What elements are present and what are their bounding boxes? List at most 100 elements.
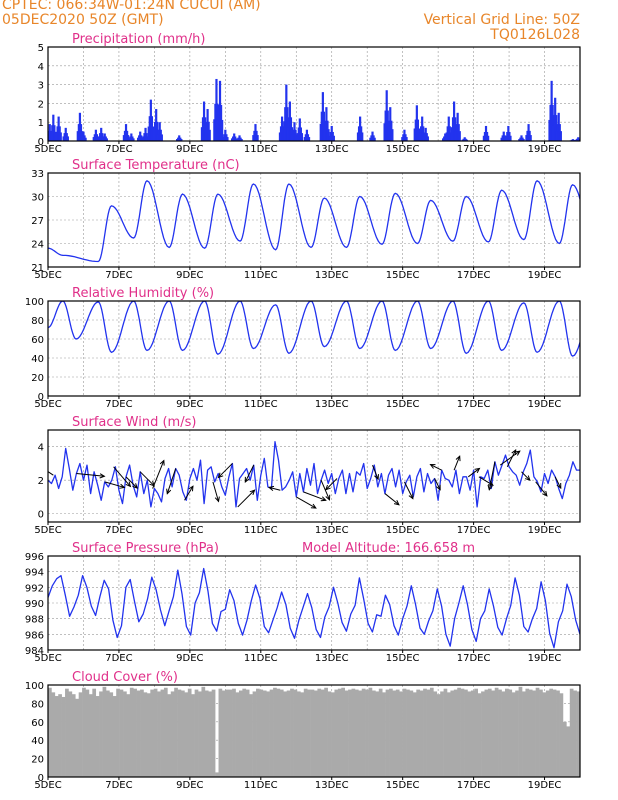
cloud-bar xyxy=(467,691,472,777)
precip-bar xyxy=(450,127,454,141)
cloud-bar xyxy=(95,696,100,777)
pressure-xtick: 5DEC xyxy=(34,653,61,664)
temp-marks xyxy=(48,179,580,263)
cloud-bar xyxy=(174,687,178,777)
cloud-bar xyxy=(470,690,475,777)
cloud-bar xyxy=(215,772,219,777)
rh-xtick: 17DEC xyxy=(457,399,491,410)
cloud-bar xyxy=(286,690,291,777)
cloud-bar xyxy=(123,691,127,777)
temp-ytick: 33 xyxy=(31,169,44,180)
pressure-xtick: 7DEC xyxy=(105,653,132,664)
precip-bar xyxy=(230,138,234,141)
precip-marks xyxy=(48,78,580,141)
cloud-bar xyxy=(296,691,301,777)
precip-xtick: 15DEC xyxy=(386,144,420,155)
cloud-bar xyxy=(126,694,131,777)
cloud-frame xyxy=(47,684,581,778)
cloud-bar xyxy=(198,691,202,777)
cloud-bar xyxy=(112,696,117,777)
wind-arrow xyxy=(113,466,132,488)
precip-bar xyxy=(525,135,528,141)
precip-bar xyxy=(458,131,461,141)
rh-line xyxy=(48,301,580,357)
precip-bar xyxy=(332,135,335,141)
rh-ytick: 20 xyxy=(31,373,44,384)
wind-frame xyxy=(47,429,581,523)
cloud-bar xyxy=(443,688,448,777)
precip-bar xyxy=(136,137,140,141)
precip-bar xyxy=(383,123,386,141)
cloud-bar xyxy=(382,692,386,777)
cloud-bar xyxy=(187,688,192,777)
cloud-bar xyxy=(423,688,427,777)
cloud-bar xyxy=(515,690,519,777)
wind-arrow xyxy=(403,481,414,500)
wind-arrow xyxy=(535,481,548,497)
pressure-line xyxy=(48,567,580,649)
cloud-bar xyxy=(419,690,424,777)
precip-bar xyxy=(369,137,372,141)
temp-ytick: 27 xyxy=(31,216,44,227)
cloud-marks xyxy=(48,686,580,777)
precip-bar xyxy=(221,119,224,141)
wind-marks xyxy=(48,441,580,509)
pressure-panel: 984 986 988 990 992 994 996 5DEC 7DEC 9DEC 11DEC 13… xyxy=(25,541,581,664)
station-info: CPTEC: 066:34W-01:24N CUCUI (AM) xyxy=(2,0,261,13)
wind-arrow xyxy=(267,485,281,492)
cloud-xtick: 11DEC xyxy=(244,780,278,791)
cloud-bar xyxy=(204,690,209,777)
precip-bar xyxy=(290,127,294,141)
precip-bar xyxy=(105,138,108,141)
cloud-bar xyxy=(474,688,478,777)
cloud-bar xyxy=(300,692,305,777)
precip-xtick: 13DEC xyxy=(315,144,349,155)
cloud-bar xyxy=(119,689,124,777)
cloud-bar xyxy=(337,688,342,777)
cloud-bar xyxy=(450,690,455,777)
cloud-bar xyxy=(105,690,110,777)
wind-arrow xyxy=(487,461,496,491)
cloud-bar xyxy=(341,687,345,777)
cloud-bar xyxy=(406,689,410,777)
cloud-ytick: 100 xyxy=(25,681,44,692)
precip-bar xyxy=(152,129,156,141)
precip-bar xyxy=(147,126,150,141)
pressure-xtick: 15DEC xyxy=(386,653,420,664)
temp-xtick: 13DEC xyxy=(315,270,349,281)
cloud-ytick: 80 xyxy=(31,699,44,710)
pressure-ytick: 994 xyxy=(25,568,44,579)
precip-bar xyxy=(66,136,69,141)
cloud-bar xyxy=(146,693,151,777)
cloud-bar xyxy=(262,690,267,777)
cloud-bar xyxy=(494,687,499,777)
cloud-bar xyxy=(361,688,366,777)
cloud-bar xyxy=(351,688,356,777)
temp-xtick: 17DEC xyxy=(457,270,491,281)
precip-bar xyxy=(236,139,239,141)
cloud-bar xyxy=(170,691,175,777)
precip-bar xyxy=(256,135,259,141)
precip-ytick: 2 xyxy=(38,99,44,110)
wind-arrow xyxy=(184,485,194,501)
precip-bar xyxy=(522,139,525,141)
precip-bar xyxy=(291,134,294,141)
precip-bar xyxy=(180,139,183,141)
temp-line xyxy=(48,179,580,263)
cloud-bar xyxy=(140,689,144,777)
cloud-bar xyxy=(501,691,506,777)
wind-xtick: 13DEC xyxy=(315,525,349,536)
wind-arrow xyxy=(429,464,442,471)
precip-bar xyxy=(574,139,578,141)
precip-bar xyxy=(319,123,322,141)
precip-bar xyxy=(216,119,219,141)
precip-bar xyxy=(222,137,225,141)
rh-panel: 0 20 40 60 80 100 5DEC 7DEC 9DEC 11DEC 13DEC 15DEC 1… xyxy=(25,286,581,410)
cloud-bar xyxy=(409,690,414,777)
pressure-title: Surface Pressure (hPa) xyxy=(72,541,219,556)
precip-bar xyxy=(278,132,282,141)
wind-xtick: 15DEC xyxy=(386,525,420,536)
wind-title: Surface Wind (m/s) xyxy=(72,415,196,430)
temp-panel: 21 24 27 30 33 5DEC 7DEC 9DEC 11DEC 13DEC 15DEC 17D… xyxy=(31,158,581,281)
rh-title: Relative Humidity (%) xyxy=(72,286,214,301)
